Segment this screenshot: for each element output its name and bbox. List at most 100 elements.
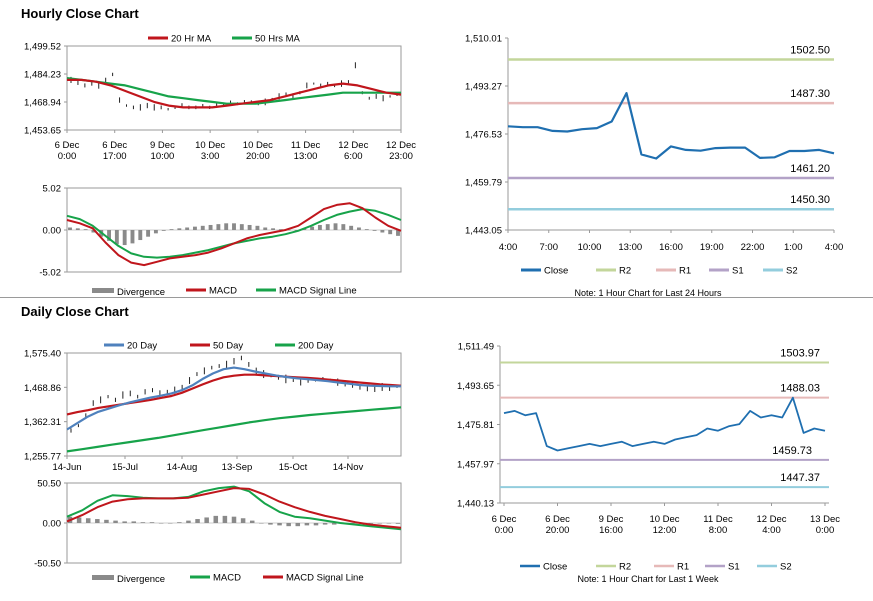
hourly-macd-divergence-bar	[263, 227, 268, 230]
hourly-macd-divergence-bar	[247, 224, 252, 230]
hourly-macd-divergence-bar	[380, 230, 385, 233]
hourly-close-y-tick: 1,493.27	[465, 82, 502, 93]
hourly-macd-divergence-bar	[333, 223, 338, 230]
legend-daily-r1-label: R1	[677, 562, 689, 573]
daily-macd-divergence-bar	[322, 523, 328, 525]
hourly-macd-divergence-bar	[208, 224, 213, 230]
daily-macd-divergence-bar	[213, 515, 219, 523]
daily-200day-ma-line	[66, 406, 402, 453]
daily-macd-y-tick: 50.50	[37, 479, 61, 490]
daily-level-r1-label: 1488.03	[780, 383, 820, 395]
daily-close-y-tick: 1,457.97	[457, 459, 494, 470]
hourly-level-s1-label: 1461.20	[790, 163, 830, 175]
daily-macd-divergence-bar	[222, 515, 228, 523]
daily-price-x-tick: 15-Jul	[112, 462, 138, 473]
daily-macd-divergence-bar	[395, 523, 401, 524]
hourly-price-x-tick: 6 Dec 17:00	[102, 140, 127, 162]
daily-close-x-tick: 9 Dec 16:00	[599, 514, 624, 536]
hourly-level-r1-label: 1487.30	[790, 88, 830, 100]
hourly-close-y-tick: 1,443.05	[465, 226, 502, 237]
hourly-macd-divergence-bar	[161, 230, 166, 231]
legend-daily-macd-signal-label: MACD Signal Line	[286, 573, 364, 584]
daily-macd-divergence-bar	[85, 518, 91, 523]
daily-macd-divergence-bar	[195, 519, 200, 523]
legend-daily-close-label: Close	[543, 562, 567, 573]
legend-50day-label: 50 Day	[213, 341, 243, 352]
hourly-price-frame	[66, 45, 402, 131]
hourly-macd-divergence-bar	[216, 224, 221, 230]
daily-macd-divergence-bar	[122, 521, 127, 523]
daily-section-title: Daily Close Chart	[21, 304, 129, 319]
hourly-macd-y-tick: 0.00	[43, 226, 62, 237]
hourly-macd-divergence-bar	[271, 228, 275, 230]
legend-hourly-s2-label: S2	[786, 266, 798, 277]
hourly-macd-divergence-bar	[341, 224, 346, 230]
daily-macd-divergence-bar	[186, 520, 191, 523]
daily-macd-divergence-bar	[313, 523, 319, 526]
hourly-macd-divergence-bar	[232, 223, 236, 230]
hourly-price-x-tick: 12 Dec 6:00	[338, 140, 368, 162]
legend-hourly-macd-signal-label: MACD Signal Line	[279, 286, 357, 297]
legend-50hr-ma-label: 50 Hrs MA	[255, 34, 301, 45]
legend-daily-divergence-label: Divergence	[117, 574, 165, 585]
hourly-close-y-tick: 1,476.53	[465, 130, 502, 141]
hourly-macd-divergence-bar	[286, 230, 291, 231]
legend-daily-divergence-swatch	[92, 575, 114, 580]
hourly-macd-divergence-bar	[200, 225, 205, 230]
daily-price-x-tick: 14-Jun	[52, 462, 81, 473]
hourly-macd-divergence-bar	[349, 225, 354, 230]
daily-close-y-tick: 1,475.81	[457, 420, 494, 431]
hourly-macd-divergence-bar	[130, 230, 135, 244]
daily-20day-ma-line	[66, 366, 401, 431]
hourly-close-x-tick: 4:00	[499, 242, 518, 253]
daily-price-frame	[66, 352, 402, 457]
daily-macd-divergence-bar	[140, 522, 146, 523]
daily-macd-divergence-bar	[286, 523, 291, 527]
hourly-macd-divergence-bar	[122, 230, 127, 246]
hourly-macd-divergence-bar	[185, 227, 190, 230]
legend-20hr-ma-label: 20 Hr MA	[171, 34, 212, 45]
hourly-close-line	[507, 91, 835, 160]
hourly-macd-divergence-bar	[325, 224, 330, 230]
daily-close-y-tick: 1,511.49	[458, 342, 494, 353]
hourly-macd-divergence-bar	[138, 230, 143, 241]
daily-price-x-tick: 14-Aug	[167, 462, 198, 473]
hourly-close-x-tick: 4:00	[825, 242, 844, 253]
hourly-macd-divergence-bar	[255, 225, 260, 230]
daily-macd-divergence-bar	[167, 523, 173, 524]
daily-macd-divergence-bar	[259, 523, 264, 524]
legend-daily-macd-label: MACD	[213, 573, 241, 584]
hourly-price-x-tick: 9 Dec 10:00	[150, 140, 175, 162]
hourly-price-x-tick: 12 Dec 23:00	[386, 140, 416, 162]
daily-price-y-tick: 1,575.40	[24, 349, 61, 360]
section-divider	[0, 297, 873, 298]
hourly-macd-y-tick: 5.02	[43, 184, 62, 195]
hourly-macd-divergence-bar	[75, 228, 80, 230]
daily-macd-divergence-bar	[304, 523, 310, 526]
daily-macd-divergence-bar	[76, 517, 82, 523]
daily-price-x-tick: 14-Nov	[333, 462, 364, 473]
daily-macd-divergence-bar	[331, 523, 337, 525]
hourly-price-x-tick: 6 Dec 0:00	[55, 140, 80, 162]
hourly-close-x-tick: 13:00	[618, 242, 642, 253]
hourly-macd-line	[66, 202, 402, 267]
daily-macd-divergence-bar	[113, 520, 118, 523]
hourly-section-title: Hourly Close Chart	[21, 6, 139, 21]
hourly-macd-divergence-bar	[193, 226, 197, 230]
daily-level-s2-label: 1447.37	[780, 472, 820, 484]
hourly-price-y-tick: 1,468.94	[24, 98, 61, 109]
daily-macd-divergence-bar	[268, 523, 273, 525]
hourly-close-note: Note: 1 Hour Chart for Last 24 Hours	[574, 288, 722, 298]
daily-macd-signal-line	[66, 487, 402, 529]
legend-hourly-r2-label: R2	[619, 266, 631, 277]
hourly-macd-divergence-bar	[224, 223, 229, 230]
hourly-close-y-tick: 1,459.79	[465, 178, 502, 189]
daily-price-y-tick: 1,255.77	[24, 452, 61, 463]
hourly-macd-divergence-bar	[372, 230, 377, 231]
hourly-close-x-tick: 16:00	[659, 242, 683, 253]
hourly-macd-divergence-bar	[364, 229, 369, 230]
legend-20day-label: 20 Day	[127, 341, 157, 352]
daily-macd-divergence-bar	[95, 519, 100, 523]
daily-close-x-tick: 12 Dec 4:00	[756, 514, 786, 536]
